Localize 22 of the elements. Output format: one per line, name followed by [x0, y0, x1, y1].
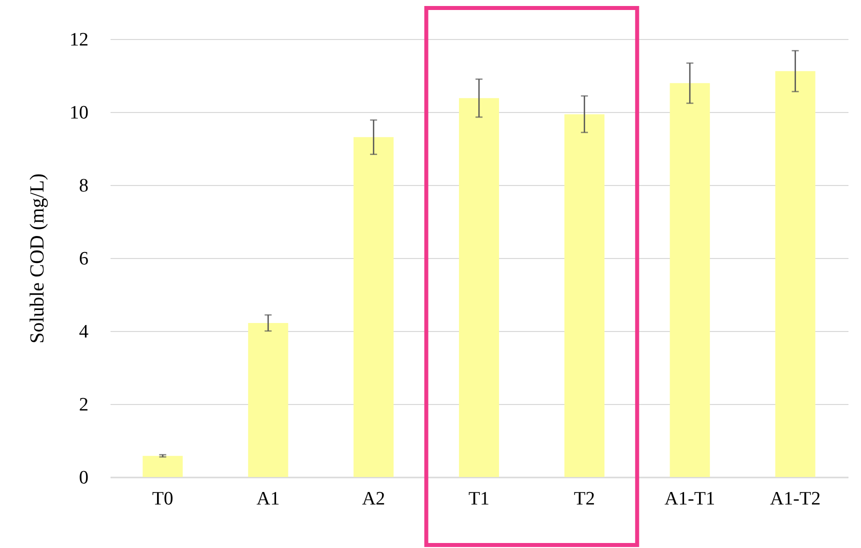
- bar: [458, 98, 500, 477]
- y-tick-label: 8: [79, 176, 88, 196]
- bar: [248, 322, 288, 477]
- y-tick-label: 12: [70, 30, 88, 50]
- y-tick-label: 10: [70, 102, 88, 124]
- x-tick-label: A1: [256, 488, 280, 510]
- x-tick-label: A1-T2: [770, 488, 821, 510]
- bar: [142, 456, 183, 477]
- y-axis-title: Soluble COD (mg/L): [26, 174, 48, 344]
- x-tick-label: T2: [574, 488, 595, 510]
- y-tick-label: 4: [79, 322, 89, 342]
- x-tick-label: A2: [362, 488, 386, 510]
- y-tick-label: 0: [79, 468, 88, 488]
- bar: [354, 137, 394, 477]
- x-tick-label: A1-T1: [664, 488, 716, 510]
- y-tick-label: 6: [79, 248, 88, 270]
- bar: [775, 71, 816, 477]
- x-tick-label: T1: [468, 488, 490, 510]
- x-tick-label: T0: [152, 488, 174, 510]
- y-tick-label: 2: [79, 394, 88, 416]
- bar: [564, 114, 604, 477]
- bar: [670, 83, 710, 477]
